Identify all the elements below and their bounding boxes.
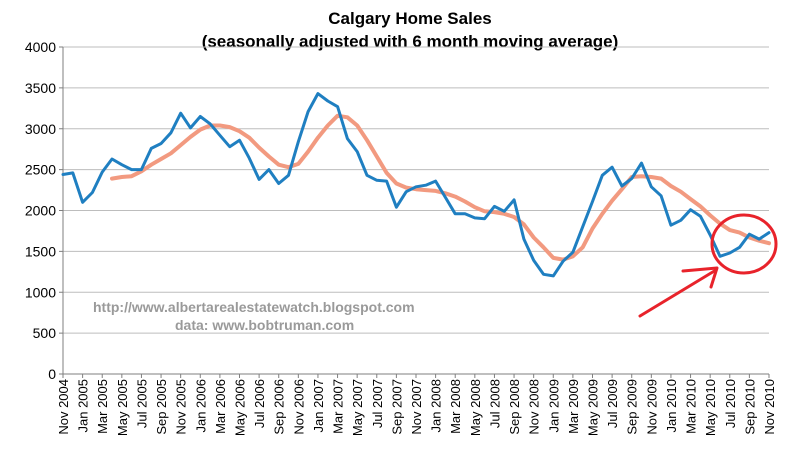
chart-title: Calgary Home Sales: [328, 9, 491, 28]
xtick-label: Jan 2008: [429, 379, 444, 433]
xtick-label: Jan 2006: [193, 379, 208, 433]
xtick-label: May 2009: [586, 379, 601, 436]
xtick-label: Mar 2007: [331, 379, 346, 434]
xtick-label: Sep 2008: [507, 379, 522, 435]
xtick-label: Nov 2010: [762, 379, 777, 435]
xtick-label: May 2008: [468, 379, 483, 436]
xtick-label: May 2010: [703, 379, 718, 436]
ytick-label: 4000: [25, 39, 56, 55]
xtick-label: Mar 2009: [566, 379, 581, 434]
watermark-data-source: data: www.bobtruman.com: [175, 317, 354, 333]
xtick-label: Mar 2008: [448, 379, 463, 434]
series-lines: [61, 92, 771, 278]
xtick-label: Jan 2009: [546, 379, 561, 433]
xtick-label: Jan 2005: [76, 379, 91, 433]
xtick-label: Jul 2005: [134, 379, 149, 428]
xtick-label: Mar 2006: [213, 379, 228, 434]
ytick-label: 3500: [25, 80, 56, 96]
series-line-sales: [61, 92, 771, 278]
xtick-label: Jul 2007: [370, 379, 385, 428]
xtick-label: Nov 2006: [291, 379, 306, 435]
highlight-arrow: [638, 268, 718, 318]
highlight-circle: [710, 213, 778, 275]
xtick-label: Nov 2008: [527, 379, 542, 435]
xtick-label: Sep 2005: [154, 379, 169, 435]
ytick-label: 2000: [25, 203, 56, 219]
ytick-label: 0: [48, 366, 56, 382]
xtick-label: Sep 2010: [742, 379, 757, 435]
xtick-label: Jul 2006: [252, 379, 267, 428]
xtick-label: Mar 2005: [95, 379, 110, 434]
highlight-arrow-head: [681, 266, 719, 289]
xtick-label: Mar 2010: [684, 379, 699, 434]
xtick-label: May 2006: [233, 379, 248, 436]
watermark-url: http://www.albertarealestatewatch.blogsp…: [93, 299, 415, 315]
ytick-label: 500: [33, 325, 57, 341]
ytick-label: 2500: [25, 162, 56, 178]
chart-subtitle: (seasonally adjusted with 6 month moving…: [202, 32, 619, 51]
xtick-label: Jul 2010: [723, 379, 738, 428]
xtick-label: Jul 2009: [605, 379, 620, 428]
ytick-label: 1000: [25, 284, 56, 300]
xtick-label: Nov 2007: [409, 379, 424, 435]
xtick-label: Nov 2009: [644, 379, 659, 435]
xtick-label: May 2005: [115, 379, 130, 436]
xtick-label: Nov 2004: [56, 379, 71, 435]
gridlines: [62, 46, 769, 375]
xtick-label: Jan 2010: [664, 379, 679, 433]
ytick-label: 1500: [25, 243, 56, 259]
xtick-label: Jan 2007: [311, 379, 326, 433]
xtick-label: Sep 2009: [625, 379, 640, 435]
xtick-label: May 2007: [350, 379, 365, 436]
xtick-label: Sep 2006: [272, 379, 287, 435]
xtick-label: Nov 2005: [174, 379, 189, 435]
xtick-label: Jul 2008: [487, 379, 502, 428]
y-axis-ticks: 0 500 1000 1500 2000 2500 3000 3500 4000: [25, 39, 63, 382]
x-axis-ticks: Nov 2004 Jan 2005 Mar 2005 May 2005 Jul 2005…: [56, 374, 777, 436]
ytick-label: 3000: [25, 121, 56, 137]
xtick-label: Sep 2007: [389, 379, 404, 435]
